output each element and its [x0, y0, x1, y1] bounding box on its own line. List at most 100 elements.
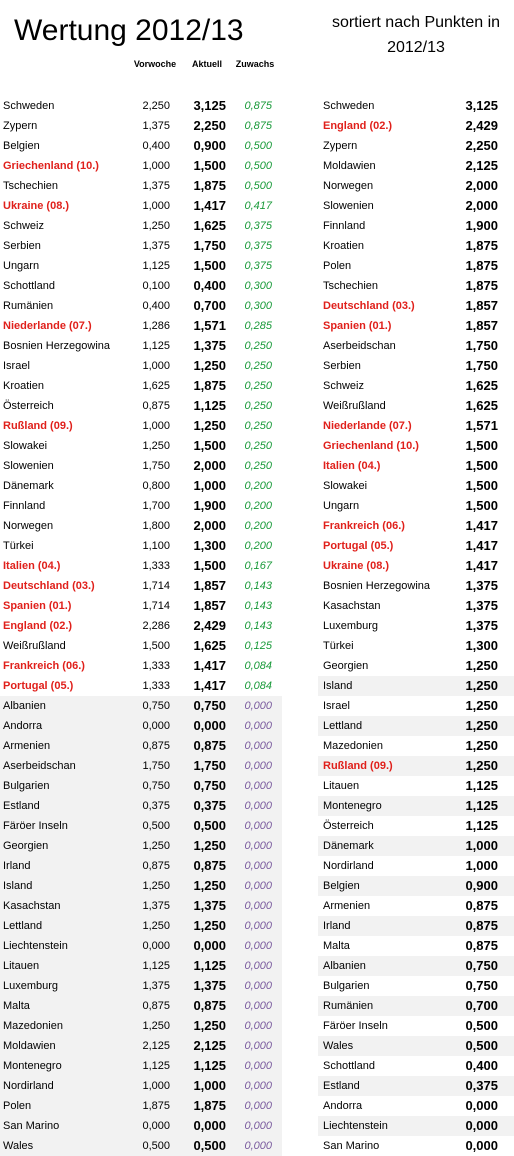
previous-value: 0,400: [142, 300, 170, 312]
country-name: Griechenland (10.): [3, 160, 99, 172]
gain-value: 0,000: [244, 700, 272, 712]
country-name: Belgien: [3, 140, 40, 152]
country-name: Island: [323, 680, 353, 692]
previous-value: 1,125: [142, 260, 170, 272]
current-value: 2,429: [193, 618, 226, 633]
table-row: Moldawien 2,125 2,125 0,000: [0, 1036, 282, 1056]
table-row: Niederlande (07.) 1,286 1,571 0,285: [0, 316, 282, 336]
previous-value: 0,000: [142, 940, 170, 952]
table-row: Serbien 1,375 1,750 0,375: [0, 236, 282, 256]
country-name: Schottland: [323, 1060, 375, 1072]
previous-value: 1,250: [142, 220, 170, 232]
country-name: Serbien: [323, 360, 361, 372]
gain-value: 0,375: [244, 220, 272, 232]
gain-value: 0,285: [244, 320, 272, 332]
previous-value: 1,375: [142, 240, 170, 252]
country-name: Estland: [323, 1080, 360, 1092]
previous-value: 1,714: [142, 600, 170, 612]
country-name: Rußland (09.): [323, 760, 393, 772]
points-value: 1,417: [465, 538, 498, 553]
country-name: Armenien: [323, 900, 371, 912]
country-name: San Marino: [323, 1140, 380, 1152]
country-name: Ukraine (08.): [3, 200, 70, 212]
previous-value: 1,800: [142, 520, 170, 532]
points-value: 2,000: [465, 198, 498, 213]
gain-value: 0,000: [244, 1060, 272, 1072]
previous-value: 1,125: [142, 1060, 170, 1072]
country-name: Serbien: [3, 240, 41, 252]
gain-value: 0,375: [244, 240, 272, 252]
gain-value: 0,000: [244, 1040, 272, 1052]
country-name: Rußland (09.): [3, 420, 73, 432]
points-value: 1,875: [465, 238, 498, 253]
gain-value: 0,000: [244, 800, 272, 812]
gain-value: 0,200: [244, 520, 272, 532]
table-row: Armenien 0,875: [318, 896, 514, 916]
table-row: Serbien 1,750: [318, 356, 514, 376]
country-name: England (02.): [3, 620, 73, 632]
country-name: Irland: [323, 920, 351, 932]
previous-value: 0,500: [142, 820, 170, 832]
current-value: 1,417: [193, 198, 226, 213]
current-value: 1,417: [193, 658, 226, 673]
table-row: Nordirland 1,000: [318, 856, 514, 876]
table-row: Finnland 1,700 1,900 0,200: [0, 496, 282, 516]
country-name: Färöer Inseln: [323, 1020, 388, 1032]
table-row: Ukraine (08.) 1,417: [318, 556, 514, 576]
points-value: 1,571: [465, 418, 498, 433]
points-value: 1,500: [465, 478, 498, 493]
points-value: 1,000: [465, 858, 498, 873]
table-row: Kroatien 1,875: [318, 236, 514, 256]
current-value: 1,250: [193, 418, 226, 433]
country-name: Zypern: [3, 120, 38, 132]
previous-value: 2,125: [142, 1040, 170, 1052]
gain-value: 0,250: [244, 360, 272, 372]
previous-value: 1,125: [142, 340, 170, 352]
country-name: Kasachstan: [3, 900, 61, 912]
current-value: 1,125: [193, 958, 226, 973]
points-value: 1,875: [465, 258, 498, 273]
table-row: Zypern 1,375 2,250 0,875: [0, 116, 282, 136]
gain-value: 0,250: [244, 420, 272, 432]
gain-value: 0,000: [244, 1020, 272, 1032]
previous-value: 1,000: [142, 360, 170, 372]
previous-value: 1,100: [142, 540, 170, 552]
country-name: Kasachstan: [323, 600, 381, 612]
country-name: Litauen: [323, 780, 360, 792]
current-value: 1,625: [193, 638, 226, 653]
previous-value: 0,800: [142, 480, 170, 492]
points-value: 0,000: [465, 1118, 498, 1133]
country-name: Nordirland: [3, 1080, 54, 1092]
country-name: Lettland: [3, 920, 43, 932]
current-value: 1,375: [193, 898, 226, 913]
current-value: 1,250: [193, 918, 226, 933]
table-row: Polen 1,875 1,875 0,000: [0, 1096, 282, 1116]
table-row: Slowenien 1,750 2,000 0,250: [0, 456, 282, 476]
country-name: Norwegen: [3, 520, 54, 532]
country-name: Montenegro: [323, 800, 382, 812]
table-row: Bosnien Herzegowina 1,375: [318, 576, 514, 596]
points-value: 2,125: [465, 158, 498, 173]
table-row: Luxemburg 1,375: [318, 616, 514, 636]
country-name: Schweiz: [323, 380, 364, 392]
current-value: 0,875: [193, 738, 226, 753]
table-row: Ukraine (08.) 1,000 1,417 0,417: [0, 196, 282, 216]
points-value: 0,000: [465, 1138, 498, 1153]
table-row: Schweiz 1,250 1,625 0,375: [0, 216, 282, 236]
previous-value: 1,250: [142, 1020, 170, 1032]
table-row: Andorra 0,000: [318, 1096, 514, 1116]
table-row: Schweden 2,250 3,125 0,875: [0, 96, 282, 116]
gain-value: 0,200: [244, 500, 272, 512]
table-row: Schweiz 1,625: [318, 376, 514, 396]
points-value: 1,000: [465, 838, 498, 853]
previous-value: 0,375: [142, 800, 170, 812]
current-value: 2,250: [193, 118, 226, 133]
table-row: Zypern 2,250: [318, 136, 514, 156]
points-value: 0,875: [465, 918, 498, 933]
table-row: Dänemark 1,000: [318, 836, 514, 856]
country-name: Finnland: [323, 220, 366, 232]
previous-value: 0,875: [142, 740, 170, 752]
gain-value: 0,250: [244, 380, 272, 392]
table-row: Färöer Inseln 0,500 0,500 0,000: [0, 816, 282, 836]
current-value: 0,750: [193, 698, 226, 713]
